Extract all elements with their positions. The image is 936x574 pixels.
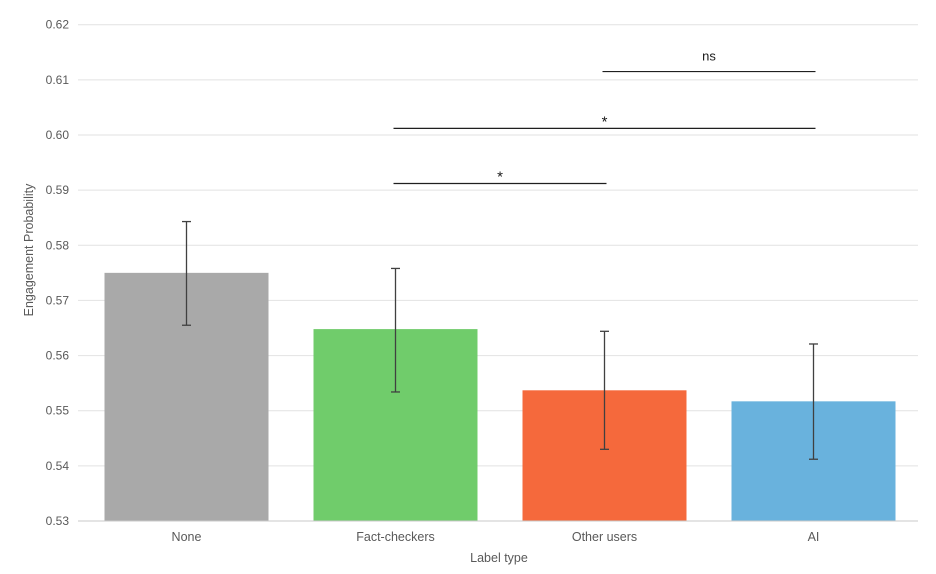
y-tick-label-0.58: 0.58 xyxy=(46,238,70,252)
error-bar-fact-checkers xyxy=(391,267,400,393)
significance-label: ns xyxy=(702,49,716,64)
y-axis-title: Engagement Probability xyxy=(22,183,36,316)
y-tick-label-0.57: 0.57 xyxy=(46,293,70,307)
x-tick-label-ai: AI xyxy=(808,530,820,544)
y-tick-label-0.55: 0.55 xyxy=(46,404,70,418)
x-tick-label-other-users: Other users xyxy=(572,530,637,544)
y-tick-label-0.59: 0.59 xyxy=(46,183,70,197)
y-tick-label-0.56: 0.56 xyxy=(46,349,70,363)
y-tick-label-0.60: 0.60 xyxy=(46,128,70,142)
error-bar-ai xyxy=(809,343,818,460)
y-tick-label-0.54: 0.54 xyxy=(46,459,70,473)
significance-layer: * * ns xyxy=(393,49,816,186)
error-bar-none xyxy=(182,220,191,326)
y-tick-label-0.61: 0.61 xyxy=(46,73,70,87)
x-axis-title: Label type xyxy=(470,551,528,565)
y-tick-label-0.62: 0.62 xyxy=(46,18,70,32)
tick-labels-layer: 0.53 0.54 0.55 0.56 0.57 0.58 0.59 0.60 0.61 0.62… xyxy=(46,18,820,544)
error-bar-other-users xyxy=(600,330,609,450)
significance-label: * xyxy=(602,113,608,130)
error-bars-layer xyxy=(182,220,818,460)
significance-other-users-vs-ai: ns xyxy=(602,49,816,73)
significance-fact-checkers-vs-ai: * xyxy=(393,113,816,130)
significance-label: * xyxy=(497,169,503,186)
y-tick-label-0.53: 0.53 xyxy=(46,514,70,528)
x-tick-label-none: None xyxy=(172,530,202,544)
bars-layer xyxy=(104,272,896,521)
significance-fact-checkers-vs-other-users: * xyxy=(393,169,607,186)
x-tick-label-fact-checkers: Fact-checkers xyxy=(356,530,435,544)
